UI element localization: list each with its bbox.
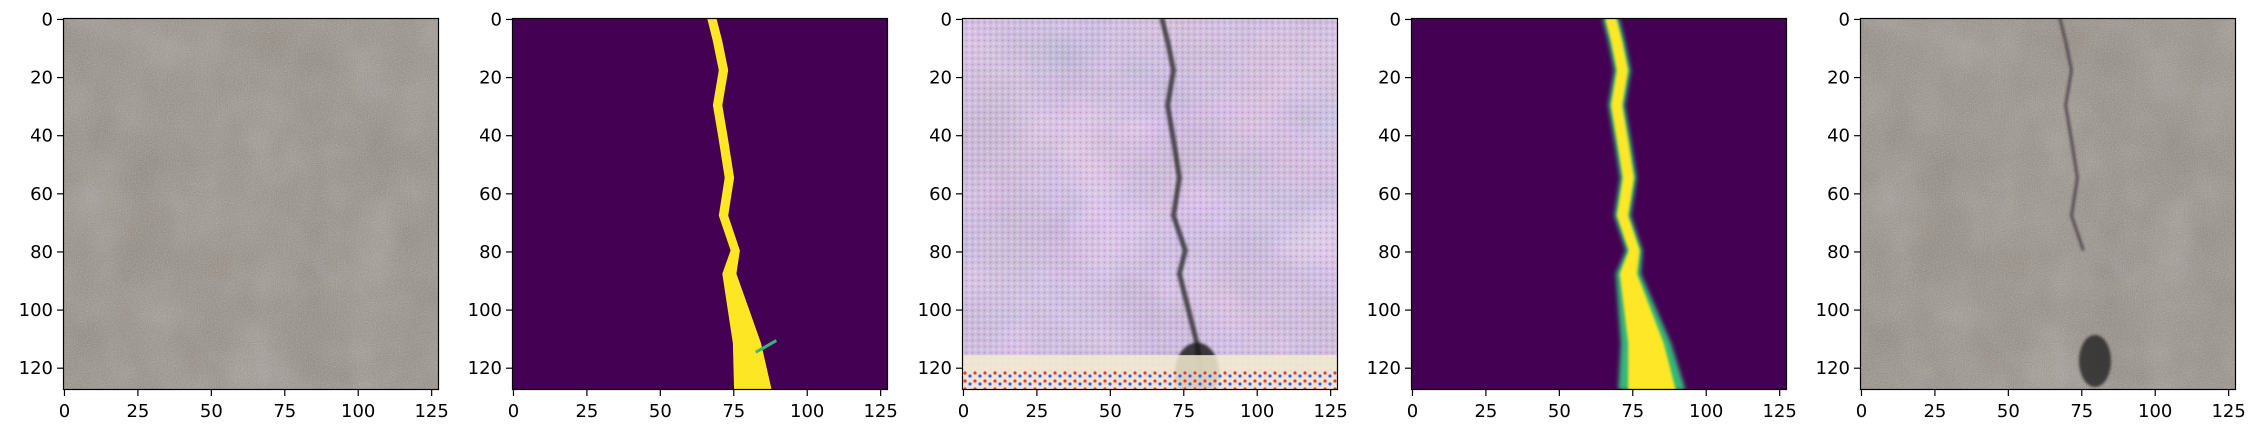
crack-mask-region bbox=[707, 18, 772, 390]
x-tick-label: 25 bbox=[1923, 401, 1946, 422]
panel-image bbox=[1860, 18, 2236, 390]
y-tick-label: 120 bbox=[1367, 358, 1401, 379]
x-tick-label: 50 bbox=[200, 401, 223, 422]
y-tick-label: 120 bbox=[19, 358, 53, 379]
mask-branch bbox=[755, 339, 778, 354]
axes-frame bbox=[1859, 17, 2237, 391]
x-tick-label: 75 bbox=[1621, 401, 1644, 422]
y-tick-label: 100 bbox=[918, 300, 952, 321]
x-tick-label: 125 bbox=[1762, 401, 1796, 422]
y-tick-label: 40 bbox=[1827, 126, 1850, 147]
x-tick-label: 25 bbox=[126, 401, 149, 422]
y-tick-label: 80 bbox=[30, 242, 53, 263]
y-tick-label: 80 bbox=[1827, 242, 1850, 263]
crack-line bbox=[2058, 18, 2085, 251]
y-tick-label: 0 bbox=[42, 9, 53, 30]
y-tick-label: 80 bbox=[1378, 242, 1401, 263]
x-tick-label: 25 bbox=[1025, 401, 1048, 422]
x-tick-label: 100 bbox=[1689, 401, 1723, 422]
x-tick-label: 0 bbox=[59, 401, 70, 422]
x-tick-label: 25 bbox=[1474, 401, 1497, 422]
x-tick-label: 100 bbox=[790, 401, 824, 422]
x-tick-label: 50 bbox=[1997, 401, 2020, 422]
y-tick-label: 20 bbox=[479, 68, 502, 89]
y-tick-label: 40 bbox=[929, 126, 952, 147]
x-tick-label: 75 bbox=[2070, 401, 2093, 422]
y-tick-label: 40 bbox=[479, 126, 502, 147]
axes-frame bbox=[1410, 17, 1788, 391]
y-tick-label: 20 bbox=[929, 68, 952, 89]
x-tick-label: 100 bbox=[2138, 401, 2172, 422]
x-tick-label: 100 bbox=[341, 401, 375, 422]
panel-concrete-texture: 0 25 50 75 100 125 0 20 40 60 80 100 120 bbox=[19, 9, 449, 422]
y-tick-label: 0 bbox=[1390, 9, 1401, 30]
y-tick-label: 0 bbox=[491, 9, 502, 30]
x-tick-label: 0 bbox=[958, 401, 969, 422]
y-tick-label: 40 bbox=[30, 126, 53, 147]
x-tick-label: 100 bbox=[1240, 401, 1274, 422]
panels: 0 25 50 75 100 125 0 20 40 60 80 100 120 0 25 50 75 100 12… bbox=[19, 9, 2246, 422]
panel-crack-mask: 0 25 50 75 100 125 0 20 40 60 80 100 120 bbox=[468, 9, 898, 422]
y-tick-label: 60 bbox=[1827, 184, 1850, 205]
axes-frame bbox=[511, 17, 889, 391]
panel-predicted-mask: 0 25 50 75 100 125 0 20 40 60 80 100 120 bbox=[1367, 9, 1797, 422]
y-tick-label: 100 bbox=[19, 300, 53, 321]
x-tick-label: 0 bbox=[1856, 401, 1867, 422]
panel-image bbox=[512, 18, 888, 390]
y-tick-label: 40 bbox=[1378, 126, 1401, 147]
axes-frame bbox=[961, 17, 1339, 391]
panel-image bbox=[962, 18, 1338, 390]
x-tick-label: 125 bbox=[414, 401, 448, 422]
y-tick-label: 60 bbox=[479, 184, 502, 205]
y-tick-label: 100 bbox=[468, 300, 502, 321]
x-tick-label: 50 bbox=[1099, 401, 1122, 422]
x-tick-label: 25 bbox=[575, 401, 598, 422]
y-tick-label: 0 bbox=[941, 9, 952, 30]
crack-blob bbox=[2079, 334, 2111, 387]
x-tick-label: 75 bbox=[722, 401, 745, 422]
x-tick-label: 125 bbox=[863, 401, 897, 422]
x-tick-label: 125 bbox=[2211, 401, 2245, 422]
y-tick-label: 100 bbox=[1367, 300, 1401, 321]
artifact-dots bbox=[962, 369, 1338, 390]
y-tick-label: 100 bbox=[1816, 300, 1850, 321]
panel-composited-crack: 0 25 50 75 100 125 0 20 40 60 80 100 120 bbox=[1816, 9, 2246, 422]
y-tick-label: 120 bbox=[468, 358, 502, 379]
y-tick-label: 80 bbox=[929, 242, 952, 263]
x-tick-label: 0 bbox=[1407, 401, 1418, 422]
y-tick-label: 20 bbox=[1827, 68, 1850, 89]
y-tick-label: 20 bbox=[1378, 68, 1401, 89]
generated-crack-line bbox=[1159, 18, 1206, 390]
axes-frame bbox=[62, 17, 440, 391]
y-tick-label: 60 bbox=[929, 184, 952, 205]
y-tick-label: 80 bbox=[479, 242, 502, 263]
predicted-mask-core bbox=[1605, 18, 1676, 390]
y-tick-label: 60 bbox=[1378, 184, 1401, 205]
y-tick-label: 120 bbox=[918, 358, 952, 379]
x-tick-label: 50 bbox=[1548, 401, 1571, 422]
x-tick-label: 75 bbox=[1172, 401, 1195, 422]
panel-image bbox=[63, 18, 439, 390]
x-tick-label: 50 bbox=[649, 401, 672, 422]
x-tick-label: 75 bbox=[273, 401, 296, 422]
y-tick-label: 0 bbox=[1839, 9, 1850, 30]
y-tick-label: 20 bbox=[30, 68, 53, 89]
x-tick-label: 0 bbox=[508, 401, 519, 422]
x-tick-label: 125 bbox=[1313, 401, 1347, 422]
panel-generated-crack: 0 25 50 75 100 125 0 20 40 60 80 100 120 bbox=[918, 9, 1348, 422]
y-tick-label: 60 bbox=[30, 184, 53, 205]
y-tick-label: 120 bbox=[1816, 358, 1850, 379]
panel-image bbox=[1411, 18, 1787, 390]
